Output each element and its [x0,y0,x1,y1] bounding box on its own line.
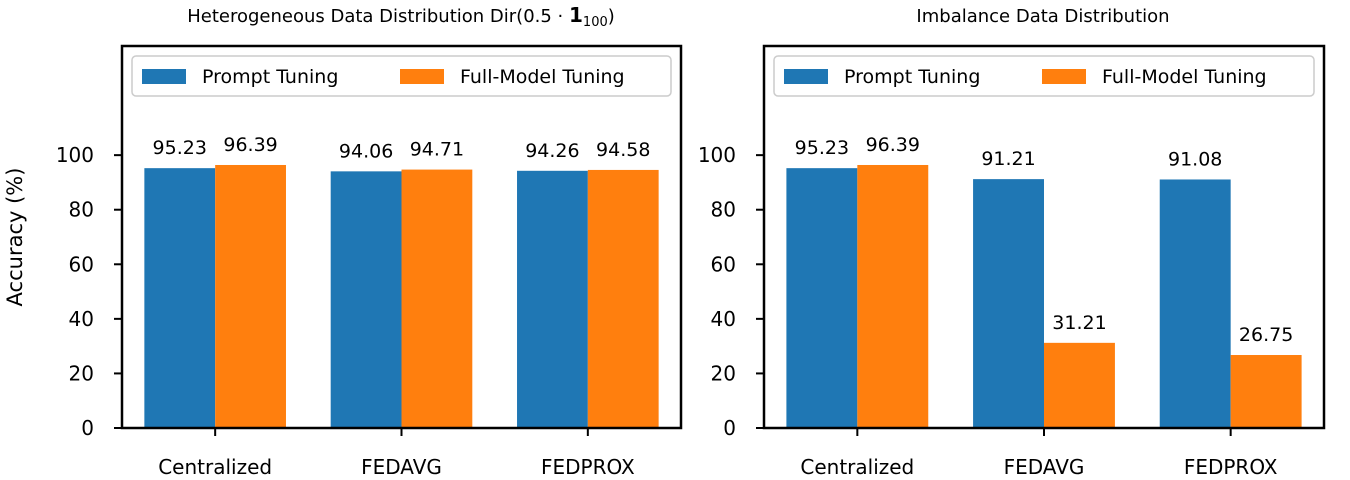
bar-full-model-tuning-fedavg [401,169,473,428]
bar-full-model-tuning-fedprox [1230,355,1302,428]
bar-prompt-tuning-fedprox [517,170,588,429]
legend-entry: Full-Model Tuning [460,66,625,88]
axes-frame [120,44,683,430]
data-label: 31.21 [1052,312,1106,334]
legend: Prompt Tuning Full-Model Tuning [773,55,1315,97]
bar-prompt-tuning-fedavg [330,171,402,428]
bar-prompt-tuning-centralized [786,168,858,428]
data-label: 95.23 [795,137,849,159]
legend-swatch [400,69,444,84]
x-tick-label: FEDPROX [541,455,635,479]
y-tick-label: 40 [711,307,736,331]
data-label: 91.08 [1168,148,1222,170]
bar-full-model-tuning-centralized [857,164,929,429]
data-label: 94.58 [596,139,650,161]
data-label: 95.23 [153,137,207,159]
bar-prompt-tuning-fedavg [973,179,1044,428]
bar-prompt-tuning-fedprox [1159,179,1231,428]
chart-title: Heterogeneous Data Distribution Dir(0.5 … [187,3,615,30]
legend-swatch [784,69,828,84]
y-tick-label: 100 [698,143,736,167]
bar-full-model-tuning-centralized [215,164,286,429]
data-label: 94.26 [525,140,579,162]
y-tick-label: 80 [711,198,736,222]
legend-swatch [1042,69,1086,84]
y-tick-label: 100 [56,143,94,167]
y-tick-label: 60 [711,252,736,276]
legend-entry: Full-Model Tuning [1102,66,1267,88]
y-tick-label: 0 [723,416,736,440]
chart-panel-1: Heterogeneous Data Distribution Dir(0.5 … [56,3,683,479]
x-tick-label: FEDAVG [361,455,442,479]
x-tick-label: Centralized [158,455,272,479]
bar-full-model-tuning-fedprox [587,169,659,428]
data-label: 96.39 [223,134,277,156]
y-tick-label: 80 [69,198,94,222]
bar-full-model-tuning-fedavg [1044,342,1115,428]
y-tick-label: 20 [711,361,736,385]
data-label: 94.71 [410,139,464,161]
y-axis-label: Accuracy (%) [3,168,27,307]
data-label: 96.39 [866,134,920,156]
axes-frame [762,44,1326,430]
y-tick-label: 0 [81,416,94,440]
legend: Prompt Tuning Full-Model Tuning [131,55,672,97]
data-label: 26.75 [1239,324,1293,346]
y-tick-label: 40 [69,307,94,331]
x-tick-label: FEDAVG [1004,455,1085,479]
x-tick-label: Centralized [800,455,914,479]
bar-prompt-tuning-centralized [144,168,216,428]
chart-title: Imbalance Data Distribution [916,6,1169,27]
data-label: 91.21 [981,148,1035,170]
data-label: 94.06 [339,140,393,162]
legend-entry: Prompt Tuning [844,66,980,88]
legend-entry: Prompt Tuning [202,66,338,88]
chart-panel-2: Imbalance Data Distribution 95.23 96.39 Cen… [698,6,1326,479]
y-tick-label: 60 [69,252,94,276]
legend-swatch [142,69,186,84]
x-tick-label: FEDPROX [1184,455,1278,479]
y-tick-label: 20 [69,361,94,385]
